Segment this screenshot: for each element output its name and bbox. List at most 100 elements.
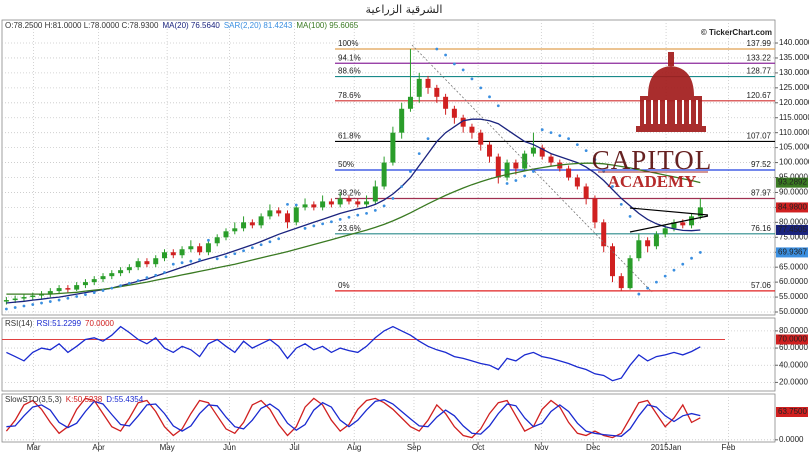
fib-label: 23.6% — [338, 224, 361, 233]
candle-body — [74, 285, 80, 290]
sar-dot — [690, 256, 693, 260]
sar-dot — [505, 182, 509, 185]
y-tick-label: 135.0000 — [779, 53, 809, 62]
sar-dot — [268, 240, 272, 244]
candle-body — [311, 204, 317, 208]
sar-dot — [22, 304, 26, 308]
candle-body — [258, 216, 264, 226]
header-item: MA(20) 76.5640 — [162, 21, 220, 30]
candle-body — [284, 213, 290, 223]
sar-dot — [452, 62, 456, 66]
candle-body — [680, 222, 686, 226]
y-tick-label: 90.0000 — [779, 188, 808, 197]
candle-body — [443, 96, 449, 109]
candle-body — [267, 210, 273, 217]
x-tick-label: Oct — [472, 443, 485, 452]
candle-body — [539, 147, 545, 157]
sar-dot — [672, 268, 676, 272]
sar-dot — [294, 203, 298, 207]
sar-dot — [40, 301, 43, 305]
sar-dot — [92, 291, 96, 294]
sar-dot — [145, 276, 149, 280]
value-box-label: 93.2892 — [778, 178, 807, 187]
candle-body — [118, 270, 124, 274]
sar-dot — [224, 255, 228, 259]
sar-dot — [417, 152, 421, 156]
x-tick-label: Jun — [223, 443, 236, 452]
sar-dot — [496, 104, 500, 108]
sar-dot — [198, 258, 202, 262]
value-box-label: 77.4505 — [778, 225, 807, 234]
sar-dot — [338, 217, 342, 221]
candle-body — [328, 201, 334, 205]
candle-body — [574, 177, 580, 187]
sar-dot — [435, 47, 439, 51]
y-tick-label: 60.0000 — [779, 277, 808, 286]
candle-body — [276, 210, 282, 214]
candle-body — [170, 252, 176, 256]
candle-body — [144, 261, 150, 265]
value-box — [776, 177, 808, 188]
sar-dot — [13, 306, 17, 309]
value-box — [776, 334, 808, 345]
y-tick-label: 40.0000 — [779, 360, 808, 369]
series-line — [6, 118, 701, 304]
fib-label: 100% — [338, 39, 358, 48]
header-item: D:55.4354 — [106, 395, 143, 404]
x-tick-label: Feb — [722, 443, 736, 452]
y-tick-label: 110.0000 — [779, 128, 809, 137]
candle-body — [618, 276, 624, 289]
fib-value: 137.99 — [747, 39, 772, 48]
candle-body — [39, 294, 45, 296]
candle-body — [232, 228, 238, 232]
candle-body — [390, 132, 396, 163]
sar-dot — [523, 174, 527, 178]
value-box-label: 70.0000 — [778, 335, 807, 344]
y-tick-label: 130.0000 — [779, 68, 809, 77]
panel — [1, 19, 776, 316]
fib-value: 87.97 — [751, 189, 772, 198]
fib-label: 88.6% — [338, 67, 361, 76]
sar-dot — [461, 68, 465, 72]
y-tick-label: 55.0000 — [779, 292, 808, 301]
sar-dot — [444, 53, 447, 57]
sar-dot — [373, 208, 377, 212]
sar-dot — [593, 158, 597, 161]
sar-dot — [110, 286, 114, 290]
logo: CAPITOL ACADEMY — [592, 52, 713, 191]
sar-dot — [628, 214, 632, 218]
candle-body — [91, 279, 97, 283]
candle-body — [337, 198, 343, 205]
sar-dot — [663, 274, 667, 278]
sar-dot — [426, 137, 430, 141]
candle-body — [671, 222, 677, 229]
candle-body — [249, 222, 255, 226]
candle-body — [416, 78, 422, 97]
sar-dot — [277, 237, 281, 241]
sar-dot — [470, 77, 474, 81]
sar-dot — [66, 296, 70, 300]
header-item: SAR(2,20) 81.4243 — [224, 21, 293, 30]
series-line — [6, 325, 701, 382]
candle-body — [355, 201, 361, 205]
candle-body — [126, 267, 132, 271]
candle-body — [47, 291, 53, 295]
y-tick-label: 80.0000 — [779, 326, 808, 335]
sar-dot — [655, 280, 658, 284]
sar-dot — [681, 262, 685, 266]
logo-brand: CAPITOL — [592, 145, 713, 175]
panel-header: SlowSTO(3,5,3) K:50.5238 D:55.4354 — [5, 395, 144, 404]
panel-header: RSI(14) RSI:51.2299 70.0000 — [5, 319, 115, 328]
header-item: RSI:51.2299 — [37, 319, 82, 328]
candle-body — [495, 156, 501, 178]
value-box — [776, 407, 808, 417]
sar-dot — [356, 213, 360, 217]
fib-label: 78.6% — [338, 91, 361, 100]
candle-body — [162, 252, 168, 259]
fib-label: 0% — [338, 281, 350, 290]
panel-header: O:78.2500 H:81.0000 L:78.0000 C:78.9300 M… — [5, 21, 359, 30]
logo-dome — [648, 66, 694, 96]
candle-body — [188, 246, 194, 250]
sar-dot — [321, 222, 325, 226]
